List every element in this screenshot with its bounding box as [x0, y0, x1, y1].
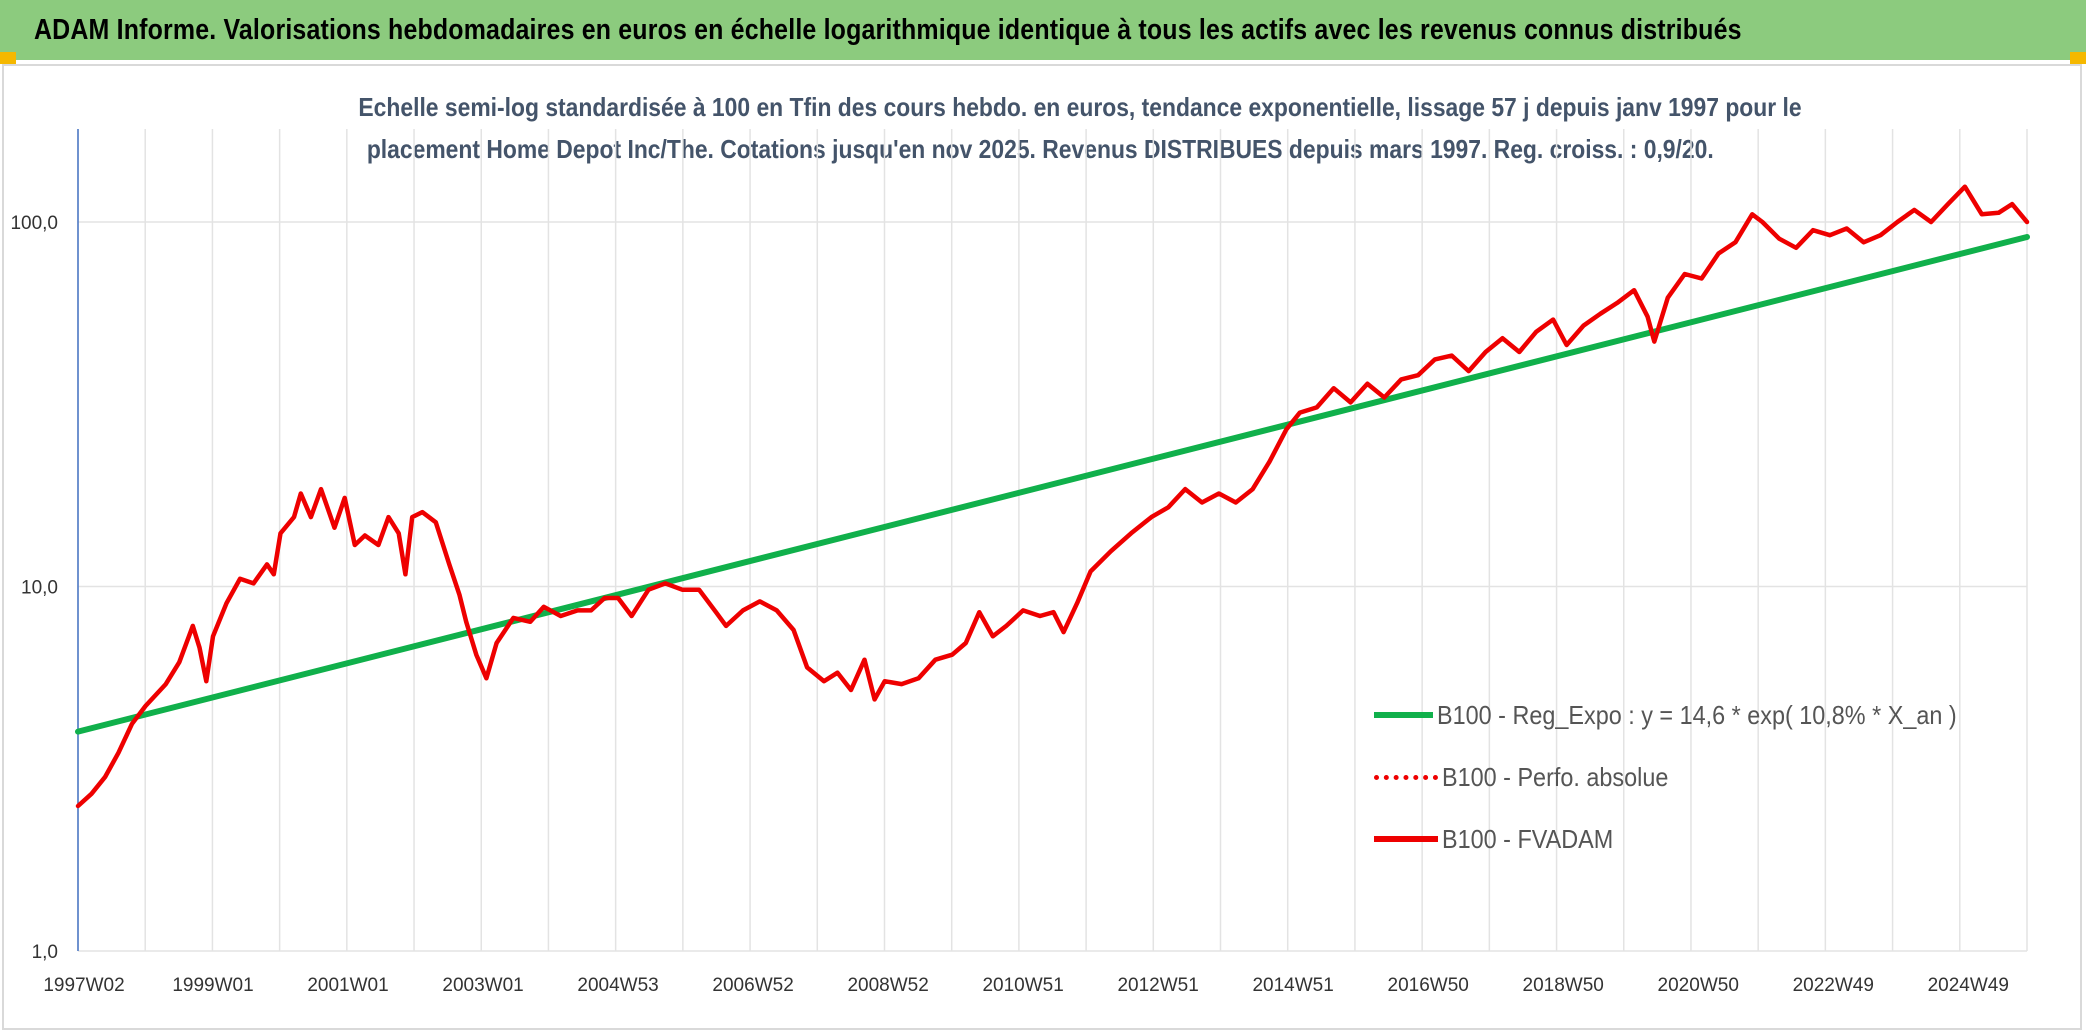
legend-label: B100 - FVADAM: [1442, 823, 1614, 854]
y-axis-ticks: 1,0 10,0 100,0: [10, 213, 58, 963]
y-tick-label: 10,0: [21, 578, 58, 599]
x-tick-label: 2024W49: [1928, 975, 2009, 996]
x-tick-label: 2018W50: [1523, 975, 1604, 996]
legend-swatch-red-solid: [1374, 836, 1438, 842]
x-tick-label: 2001W01: [307, 975, 388, 996]
report-header: ADAM Informe. Valorisations hebdomadaire…: [0, 0, 2086, 60]
chart-area: [2, 64, 2082, 1030]
x-tick-label: 2016W50: [1388, 975, 1469, 996]
x-tick-label: 2006W52: [712, 975, 793, 996]
series-layer: [75, 184, 2030, 809]
vertical-gridlines: [77, 129, 2028, 951]
x-axis-ticks: 1997W02 1999W01 2001W01 2003W01 2004W53 2006W…: [43, 975, 2009, 996]
horizontal-gridlines: [78, 221, 2027, 952]
series-line-reg-expo: [75, 234, 2030, 735]
x-tick-label: 2004W53: [577, 975, 658, 996]
x-tick-label: 1999W01: [172, 975, 253, 996]
legend-item-reg-expo: B100 - Reg_Expo : y = 14,6 * exp( 10,8% …: [1374, 684, 2014, 746]
legend-swatch-green-solid: [1374, 712, 1433, 718]
legend-label: B100 - Perfo. absolue: [1442, 761, 1669, 792]
x-tick-label: 2012W51: [1117, 975, 1198, 996]
x-tick-label: 1997W02: [43, 975, 124, 996]
legend-item-perfo-absolue: B100 - Perfo. absolue: [1374, 746, 2014, 808]
x-tick-label: 2014W51: [1252, 975, 1333, 996]
x-tick-label: 2003W01: [442, 975, 523, 996]
legend-label: B100 - Reg_Expo : y = 14,6 * exp( 10,8% …: [1436, 699, 1957, 730]
legend-swatch-red-dotted: [1374, 774, 1438, 780]
x-tick-label: 2020W50: [1658, 975, 1739, 996]
corner-marker-right: [2070, 52, 2086, 64]
legend: B100 - Reg_Expo : y = 14,6 * exp( 10,8% …: [1374, 684, 2014, 870]
report-title: ADAM Informe. Valorisations hebdomadaire…: [34, 13, 1742, 46]
series-line-fvadam: [75, 184, 2030, 809]
corner-marker-left: [0, 52, 16, 64]
x-tick-label: 2008W52: [847, 975, 928, 996]
chart-title-line-1: Echelle semi-log standardisée à 100 en T…: [358, 92, 1802, 122]
x-tick-label: 2022W49: [1793, 975, 1874, 996]
legend-item-fvadam: B100 - FVADAM: [1374, 808, 2014, 870]
x-tick-label: 2010W51: [982, 975, 1063, 996]
y-tick-label: 1,0: [32, 942, 58, 963]
y-tick-label: 100,0: [10, 213, 58, 234]
